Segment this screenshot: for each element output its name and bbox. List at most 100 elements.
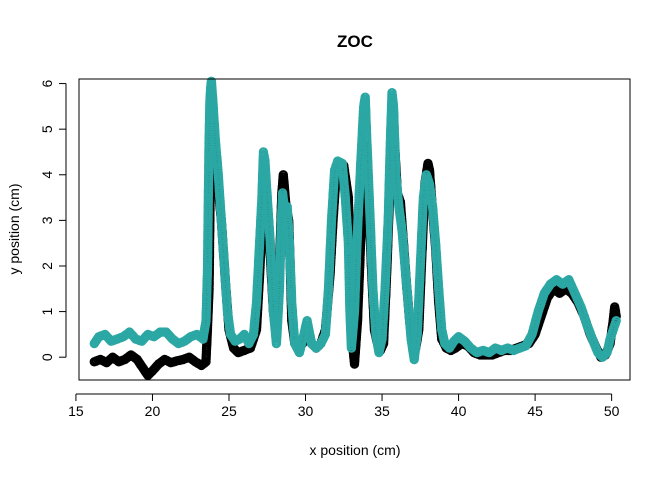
data-point [287, 297, 297, 308]
data-point [453, 332, 464, 342]
x-tick-label: 35 [374, 403, 390, 419]
data-point [161, 327, 171, 337]
data-point [198, 334, 208, 344]
data-point [533, 306, 543, 317]
data-point [120, 354, 130, 365]
data-point [605, 334, 615, 344]
data-point [278, 170, 288, 180]
data-point [311, 343, 321, 353]
data-point [582, 320, 592, 330]
data-point [284, 238, 295, 248]
x-axis-label: x position (cm) [309, 442, 400, 458]
x-tick-label: 20 [145, 403, 161, 419]
data-point [280, 206, 290, 216]
data-point [201, 316, 211, 326]
data-points [89, 76, 621, 381]
data-point [570, 288, 580, 298]
data-point [355, 160, 366, 171]
data-point [138, 363, 148, 374]
data-point [377, 334, 387, 344]
data-point [254, 238, 265, 248]
y-tick-label: 1 [39, 307, 55, 315]
data-point [320, 329, 331, 340]
data-point [124, 327, 135, 337]
data-point [276, 224, 286, 235]
data-point [387, 87, 397, 98]
data-point [412, 329, 422, 340]
y-tick-label: 6 [39, 79, 55, 87]
y-axis-label: y position (cm) [6, 183, 22, 274]
data-point [184, 352, 194, 362]
data-point [521, 341, 531, 351]
data-point [147, 366, 158, 376]
data-point [239, 329, 249, 340]
data-point [216, 215, 226, 226]
data-point [527, 329, 537, 340]
data-point [365, 206, 375, 216]
data-point [424, 179, 435, 189]
data-point [362, 133, 372, 143]
data-point [460, 336, 470, 346]
data-point [203, 192, 213, 203]
data-point [343, 238, 354, 248]
data-point [394, 201, 404, 212]
data-point [437, 325, 447, 335]
x-axis: 15 20 25 30 35 40 45 50 [68, 393, 620, 419]
data-point [349, 359, 360, 369]
x-tick-label: 25 [221, 403, 237, 419]
data-point [611, 316, 621, 326]
data-point [539, 288, 550, 298]
data-point [137, 336, 147, 346]
data-point [210, 133, 220, 143]
data-point [306, 338, 317, 349]
data-point [89, 338, 100, 349]
data-point [118, 332, 129, 342]
data-point [101, 358, 112, 368]
data-point [107, 352, 118, 362]
data-point [588, 336, 599, 346]
data-point [558, 279, 568, 289]
data-point [282, 201, 292, 212]
y-tick-label: 0 [39, 353, 55, 361]
data-point [333, 156, 343, 166]
data-point [418, 192, 429, 203]
data-point [346, 343, 357, 353]
data-point [551, 275, 562, 285]
data-point [484, 347, 494, 358]
y-tick-label: 5 [39, 125, 55, 133]
data-point [610, 302, 620, 312]
data-point [360, 92, 370, 102]
data-point [564, 275, 574, 285]
data-point [206, 76, 217, 87]
data-point [406, 334, 416, 344]
data-point [337, 158, 347, 169]
data-point [251, 297, 262, 308]
y-tick-label: 3 [39, 216, 55, 224]
data-point [340, 192, 350, 203]
x-tick-label: 50 [604, 403, 620, 419]
data-point [268, 306, 279, 317]
data-point [149, 332, 159, 342]
data-point [554, 288, 565, 298]
x-tick-label: 30 [298, 403, 314, 419]
data-point [383, 215, 393, 226]
data-point [409, 354, 419, 365]
data-point [265, 238, 275, 248]
data-point [153, 359, 164, 369]
data-point [374, 347, 384, 358]
chart-title: ZOC [337, 32, 373, 51]
data-point [248, 329, 259, 340]
data-point [430, 238, 441, 248]
data-point [329, 165, 340, 175]
data-point [219, 261, 230, 271]
data-point [440, 338, 450, 349]
data-point [593, 347, 603, 358]
data-point [234, 334, 245, 344]
data-point [368, 284, 378, 294]
data-point [576, 302, 586, 312]
series-2 [89, 76, 621, 365]
data-point [260, 156, 270, 166]
data-point [403, 297, 413, 308]
data-point [397, 224, 407, 235]
